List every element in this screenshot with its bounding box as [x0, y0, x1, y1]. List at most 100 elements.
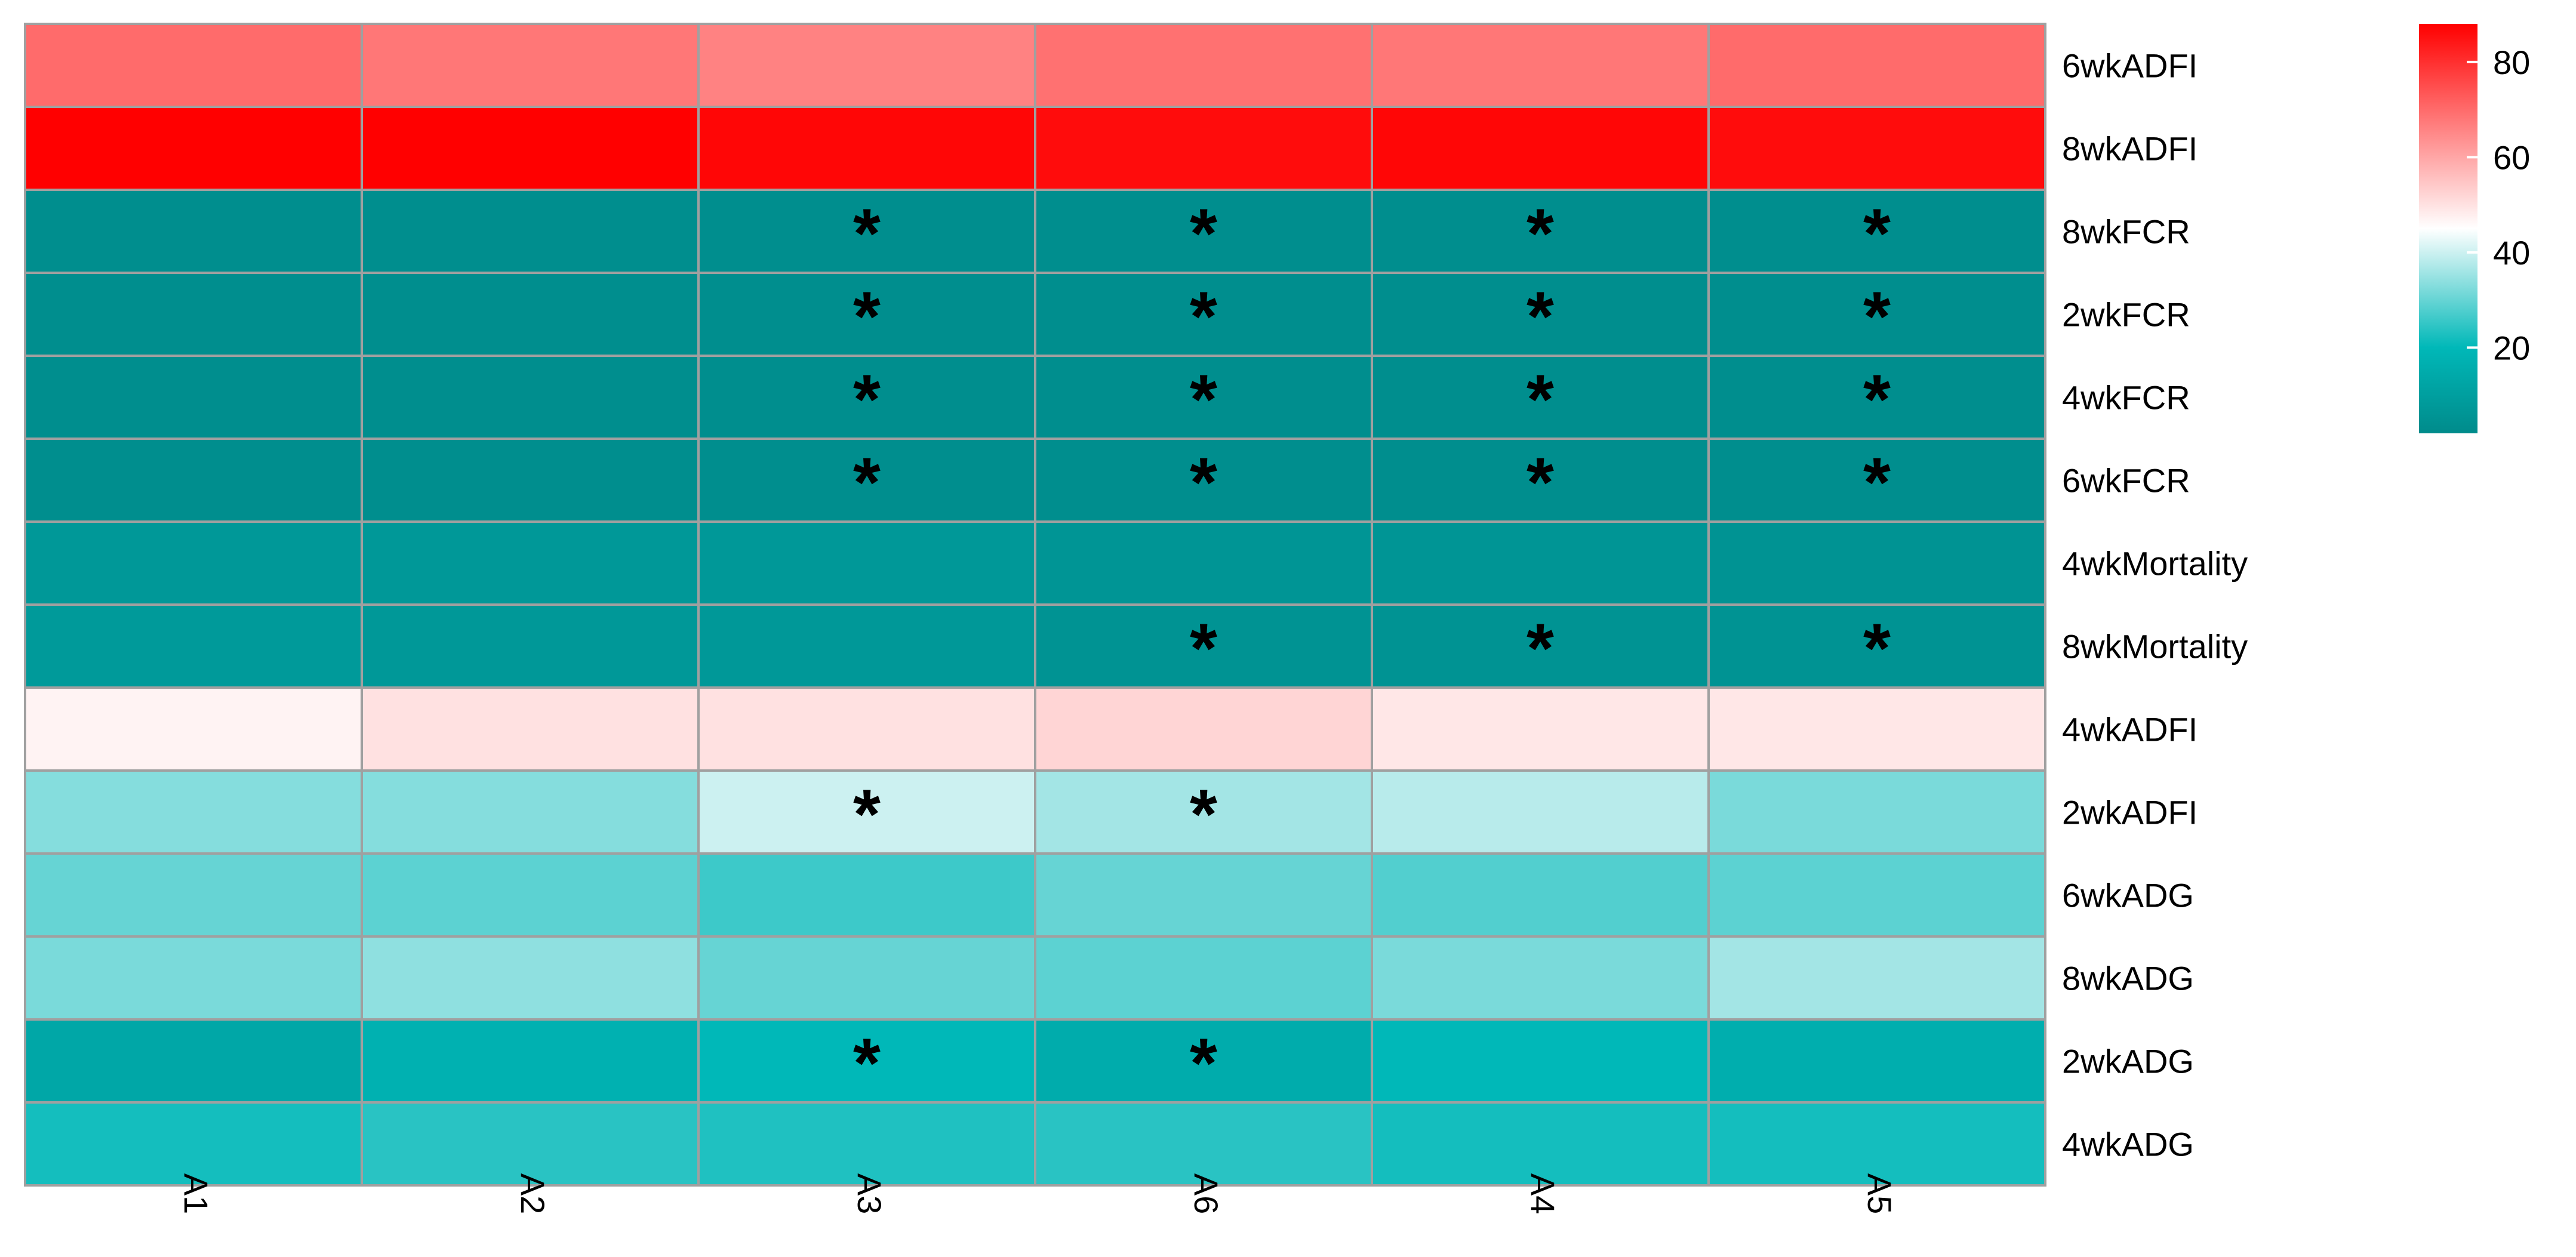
- heatmap-cell: [24, 520, 363, 606]
- column-label: A2: [514, 1173, 552, 1215]
- heatmap-cell: [1034, 189, 1373, 274]
- heatmap-cell: [1707, 769, 2046, 855]
- row-label: 8wkADG: [2062, 960, 2194, 997]
- significance-star: *: [1190, 195, 1217, 273]
- heatmap-cell: [24, 189, 363, 274]
- heatmap-cell: [1034, 769, 1373, 855]
- significance-star: *: [1526, 195, 1554, 273]
- heatmap-cell: [24, 23, 363, 108]
- row-label: 4wkMortality: [2062, 545, 2248, 583]
- significance-star: *: [1863, 361, 1891, 439]
- significance-star: *: [1190, 609, 1217, 688]
- heatmap-cell: [24, 1018, 363, 1104]
- heatmap-cell: [24, 355, 363, 440]
- heatmap-cell: [697, 1018, 1036, 1104]
- heatmap-cell: [24, 852, 363, 938]
- heatmap-cell: [1034, 686, 1373, 772]
- significance-markers: * * * ** * * ** * * ** * * ** * ** ** *: [853, 195, 1891, 1103]
- legend-tick-label: 60: [2493, 138, 2530, 176]
- significance-star: *: [1190, 278, 1217, 356]
- row-label: 8wkFCR: [2062, 213, 2190, 251]
- heatmap-cells: [24, 23, 2046, 1187]
- heatmap-cell: [1707, 106, 2046, 191]
- significance-star: *: [1190, 1024, 1217, 1103]
- heatmap-cell: [1707, 23, 2046, 108]
- heatmap-cell: [1371, 603, 1710, 689]
- significance-star: *: [1863, 278, 1891, 356]
- heatmap-cell: [361, 355, 700, 440]
- heatmap-cell: [24, 769, 363, 855]
- heatmap-cell: [697, 106, 1036, 191]
- significance-star: *: [853, 775, 881, 854]
- heatmap-cell: [1707, 852, 2046, 938]
- significance-star: *: [853, 1024, 881, 1103]
- heatmap-cell: [1034, 1018, 1373, 1104]
- significance-star: *: [1526, 443, 1554, 522]
- significance-star: *: [1863, 443, 1891, 522]
- column-labels: A1 A2 A3 A6 A4 A5: [177, 1173, 1898, 1215]
- heatmap-cell: [697, 686, 1036, 772]
- heatmap-cell: [1371, 106, 1710, 191]
- heatmap-cell: [697, 189, 1036, 274]
- heatmap-cell: [1707, 438, 2046, 523]
- heatmap-cell: [361, 852, 700, 938]
- color-legend-bar: [2419, 24, 2477, 433]
- heatmap-cell: [1371, 935, 1710, 1021]
- significance-star: *: [1863, 195, 1891, 273]
- color-legend-ticks: 20 40 60 80: [2467, 44, 2530, 366]
- column-label: A3: [851, 1173, 888, 1215]
- heatmap-cell: [1034, 520, 1373, 606]
- heatmap-cell: [1371, 23, 1710, 108]
- column-label: A6: [1187, 1173, 1225, 1215]
- significance-star: *: [853, 443, 881, 522]
- heatmap-cell: [24, 603, 363, 689]
- heatmap-cell: [1371, 769, 1710, 855]
- heatmap-cell: [24, 686, 363, 772]
- heatmap-cell: [361, 520, 700, 606]
- heatmap-cell: [1034, 438, 1373, 523]
- heatmap-cell: [697, 520, 1036, 606]
- row-label: 2wkADFI: [2062, 794, 2198, 831]
- heatmap-cell: [697, 935, 1036, 1021]
- heatmap-cell: [361, 106, 700, 191]
- heatmap-cell: [361, 272, 700, 357]
- heatmap-cell: [361, 1018, 700, 1104]
- heatmap-cell: [361, 438, 700, 523]
- row-label: 6wkADG: [2062, 877, 2194, 914]
- heatmap-cell: [697, 769, 1036, 855]
- significance-star: *: [1526, 361, 1554, 439]
- significance-star: *: [1526, 278, 1554, 356]
- heatmap-cell: [1034, 852, 1373, 938]
- significance-star: *: [853, 361, 881, 439]
- row-label: 8wkMortality: [2062, 628, 2248, 666]
- significance-star: *: [1526, 609, 1554, 688]
- heatmap-cell: [361, 935, 700, 1021]
- heatmap-cell: [361, 686, 700, 772]
- significance-star: *: [853, 278, 881, 356]
- column-label: A1: [177, 1173, 215, 1215]
- heatmap-cell: [697, 603, 1036, 689]
- heatmap-cell: [1034, 935, 1373, 1021]
- row-labels: 6wkADFI 8wkADFI 8wkFCR 2wkFCR 4wkFCR 6wkFCR 4w…: [2062, 47, 2248, 1163]
- row-label: 4wkFCR: [2062, 379, 2190, 417]
- heatmap-cell: [1707, 189, 2046, 274]
- row-label: 2wkFCR: [2062, 296, 2190, 334]
- heatmap-cell: [1034, 603, 1373, 689]
- row-label: 6wkFCR: [2062, 462, 2190, 500]
- heatmap-cell: [1707, 1018, 2046, 1104]
- heatmap-cell: [1371, 852, 1710, 938]
- heatmap-cell: [361, 1101, 700, 1187]
- legend-tick-label: 80: [2493, 44, 2530, 81]
- heatmap-cell: [1371, 520, 1710, 606]
- heatmap-cell: [24, 272, 363, 357]
- heatmap-cell: [1707, 1101, 2046, 1187]
- heatmap-cell: [361, 189, 700, 274]
- heatmap-cell: [1034, 272, 1373, 357]
- heatmap-cell: [361, 603, 700, 689]
- heatmap-cell: [1707, 603, 2046, 689]
- row-label: 8wkADFI: [2062, 130, 2198, 168]
- heatmap-cell: [24, 935, 363, 1021]
- heatmap-cell: [1707, 355, 2046, 440]
- heatmap-cell: [361, 769, 700, 855]
